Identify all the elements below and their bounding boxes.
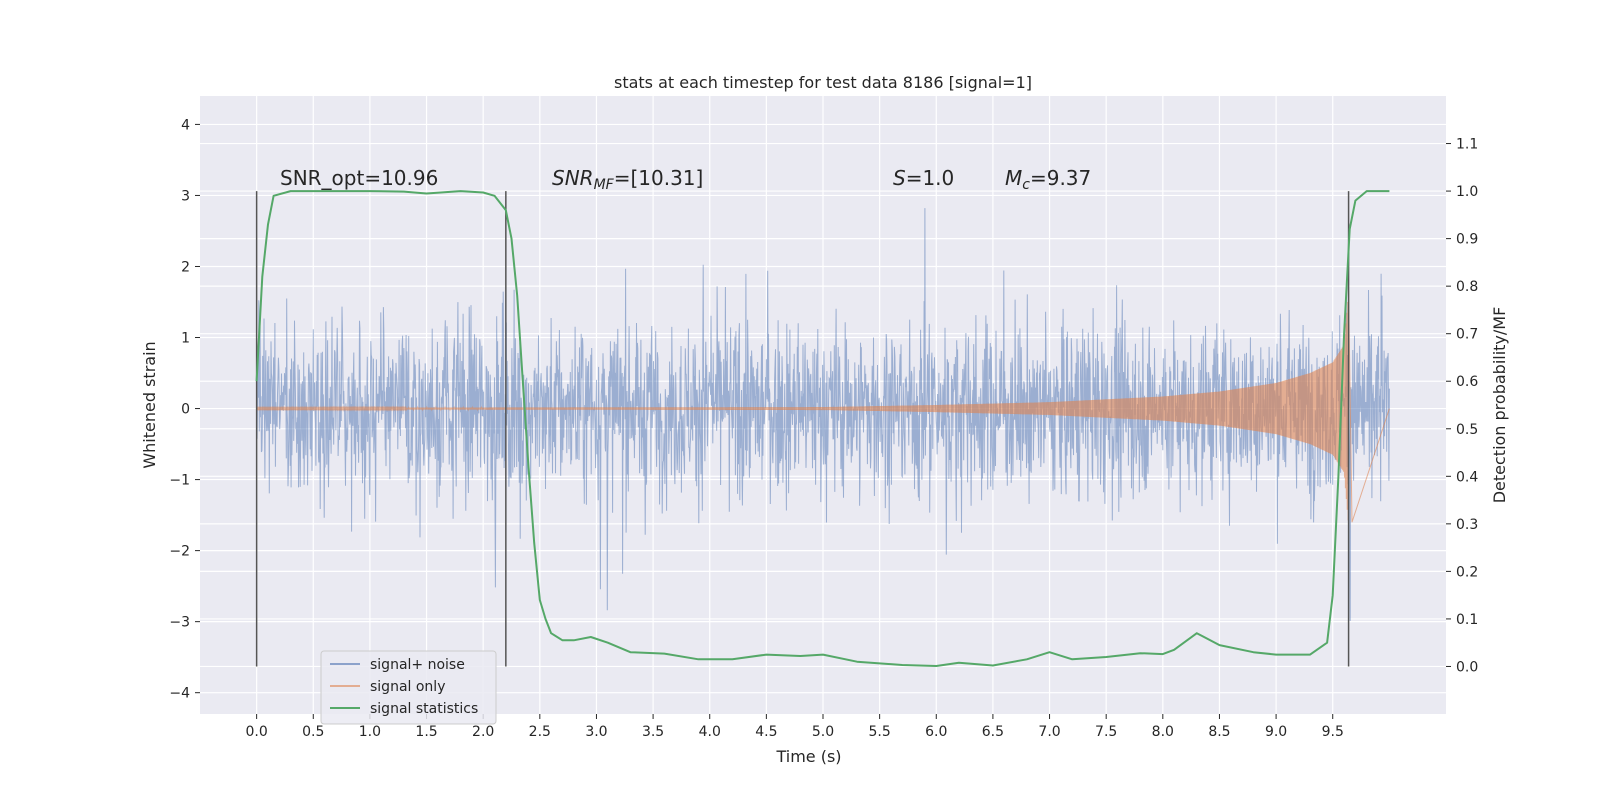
x-tick-label: 0.5 (302, 724, 324, 740)
x-ticks: 0.0 0.5 1.0 1.5 2.0 2.5 3.0 3.5 4.0 4.5 5.0 5.5 6.0 6… (246, 714, 1344, 740)
annotation-mc-sub: c (1022, 177, 1030, 193)
y-tick-label: 3 (181, 188, 190, 204)
annotation-s-label: S (893, 166, 906, 190)
series-signal-line (256, 291, 1390, 523)
y2-tick-label: 0.1 (1456, 612, 1478, 628)
statistics-series (255, 190, 1390, 667)
x-tick-label: 5.0 (812, 724, 834, 740)
y2-tick-label: 1.1 (1456, 137, 1478, 153)
x-tick-label: 2.5 (529, 724, 551, 740)
y2-tick-label: 0.7 (1456, 327, 1478, 343)
x-tick-label: 8.5 (1208, 724, 1230, 740)
annotation-s-value: =1.0 (906, 166, 955, 190)
y-tick-label: 4 (181, 117, 190, 133)
y-tick-label: −2 (169, 544, 190, 560)
legend-label-noise: signal+ noise (370, 657, 465, 673)
x-tick-label: 3.5 (642, 724, 664, 740)
x-axis-label: Time (s) (775, 747, 841, 766)
x-tick-label: 1.5 (415, 724, 437, 740)
y2-tick-label: 0.9 (1456, 232, 1478, 248)
y2-tick-label: 0.8 (1456, 279, 1478, 295)
x-tick-label: 2.0 (472, 724, 494, 740)
annotation-mc-label: M (1005, 166, 1022, 190)
series-statistics-line (255, 190, 1390, 667)
x-tick-label: 6.5 (982, 724, 1004, 740)
y-tick-label: −4 (169, 686, 190, 702)
chart-title: stats at each timestep for test data 818… (614, 73, 1032, 92)
x-tick-label: 7.5 (1095, 724, 1117, 740)
y-tick-label: 0 (181, 402, 190, 418)
legend-label-statistics: signal statistics (370, 701, 478, 717)
annotation-snr-mf: SNRMF=[10.31] (552, 166, 703, 193)
annotations: SNR_opt=10.96 SNRMF=[10.31] S=1.0 Mc=9.3… (280, 166, 1091, 193)
y2-tick-label: 0.4 (1456, 469, 1478, 485)
signal-series (256, 291, 1390, 523)
legend-box (320, 650, 497, 725)
vertical-markers (255, 191, 1350, 667)
legend: signal+ noise signal only signal statist… (320, 650, 497, 725)
x-tick-label: 9.0 (1265, 724, 1287, 740)
annotation-snr-opt: SNR_opt=10.96 (280, 166, 438, 190)
annotation-s: S=1.0 (893, 166, 954, 190)
x-tick-label: 4.0 (699, 724, 721, 740)
x-tick-label: 3.0 (585, 724, 607, 740)
y2-tick-label: 0.2 (1456, 564, 1478, 580)
x-tick-label: 1.0 (359, 724, 381, 740)
y2-tick-label: 0.6 (1456, 374, 1478, 390)
y2-tick-label: 0.0 (1456, 659, 1478, 675)
annotation-snr-mf-sub: MF (594, 177, 615, 193)
x-tick-label: 6.0 (925, 724, 947, 740)
y2-axis-label: Detection probability/MF (1490, 307, 1509, 504)
y-tick-label: −1 (169, 473, 190, 489)
y-tick-label: −3 (169, 615, 190, 631)
x-tick-label: 0.0 (246, 724, 268, 740)
y-tick-label: 1 (181, 331, 190, 347)
series-noise-line (256, 208, 1390, 621)
legend-label-signal: signal only (370, 679, 445, 695)
y-axis-label: Whitened strain (140, 341, 159, 468)
y2-tick-label: 0.3 (1456, 517, 1478, 533)
annotation-snr-mf-base: SNR (552, 166, 594, 190)
annotation-snr-mf-value: =[10.31] (614, 166, 704, 190)
x-tick-label: 9.5 (1322, 724, 1344, 740)
annotation-mc-value: =9.37 (1030, 166, 1091, 190)
y-tick-label: 2 (181, 259, 190, 275)
x-tick-label: 5.5 (869, 724, 891, 740)
x-tick-label: 8.0 (1152, 724, 1174, 740)
noise-series (256, 208, 1390, 621)
y-ticks: −4 −3 −2 −1 0 1 2 3 4 (169, 117, 200, 702)
annotation-mc: Mc=9.37 (1005, 166, 1091, 193)
x-tick-label: 7.0 (1038, 724, 1060, 740)
y2-ticks: 0.0 0.1 0.2 0.3 0.4 0.5 0.6 0.7 0.8 0.9 1.0 1.1 (1446, 137, 1478, 675)
x-tick-label: 4.5 (755, 724, 777, 740)
y2-tick-label: 1.0 (1456, 184, 1478, 200)
y2-tick-label: 0.5 (1456, 422, 1478, 438)
